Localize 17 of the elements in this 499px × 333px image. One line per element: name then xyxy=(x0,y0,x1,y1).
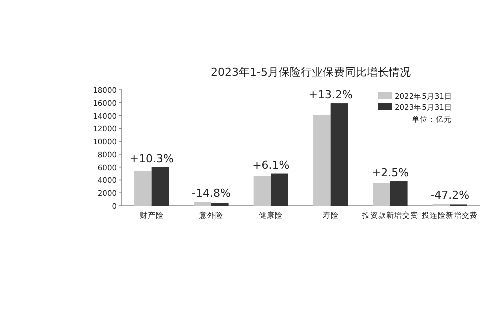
bar xyxy=(134,171,152,206)
bar xyxy=(314,115,331,206)
annotation: +10.3% xyxy=(130,152,174,166)
bar xyxy=(194,202,212,206)
annotation: -14.8% xyxy=(192,187,231,200)
bar xyxy=(390,182,408,206)
annotation: +6.1% xyxy=(252,158,290,172)
bar xyxy=(271,174,288,206)
bar xyxy=(330,104,348,206)
annotation: +13.2% xyxy=(308,88,353,102)
annotation: +2.5% xyxy=(372,166,410,180)
bar xyxy=(152,167,170,206)
chart-title: 2023年1-5月保险行业保费同比增长情况 xyxy=(211,66,411,79)
annotation: -47.2% xyxy=(430,189,470,202)
bar xyxy=(373,183,390,206)
bar xyxy=(254,176,272,206)
bar xyxy=(212,203,229,206)
